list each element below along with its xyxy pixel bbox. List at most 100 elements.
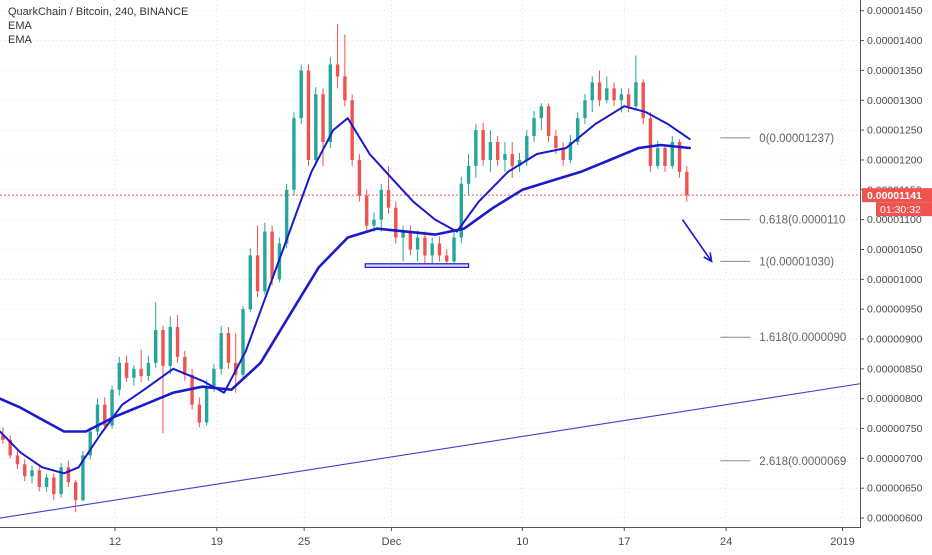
candle-up	[146, 362, 151, 377]
candle-down	[554, 136, 558, 149]
candle-up	[590, 82, 594, 101]
price-tick-label: 0.00000950	[867, 304, 923, 316]
candle-up	[263, 231, 267, 292]
price-tick-label: 0.00000750	[867, 423, 923, 435]
candle-down	[663, 148, 667, 166]
time-tick-label: Dec	[382, 536, 402, 548]
candle-down	[103, 404, 107, 426]
candle-down	[394, 207, 398, 238]
candle-down	[66, 467, 71, 483]
price-tick-label: 0.00000700	[867, 453, 923, 465]
candle-down	[648, 118, 653, 166]
candle-up	[212, 368, 216, 387]
candle-down	[350, 100, 354, 160]
chart-legend: QuarkChain / Bitcoin, 240, BINANCE EMA E…	[8, 5, 188, 47]
projection-arrow-head	[703, 252, 713, 263]
candle-up	[532, 118, 536, 137]
ema-indicator-label[interactable]: EMA	[8, 34, 32, 46]
candle-down	[161, 330, 165, 366]
price-tick-label: 0.00001450	[867, 5, 923, 17]
candle-up	[372, 219, 376, 226]
candle-up	[583, 100, 587, 119]
candle-up	[401, 231, 405, 238]
ema-slow-line	[0, 143, 692, 433]
candle-up	[81, 455, 85, 501]
candle-down	[23, 464, 27, 477]
candle-down	[546, 106, 551, 137]
candle-up	[656, 148, 660, 166]
candle-up	[154, 330, 158, 363]
candle-down	[183, 356, 187, 375]
candle-down	[124, 362, 129, 378]
candle-down	[270, 231, 274, 280]
candle-up	[415, 237, 420, 250]
candle-up	[132, 368, 136, 378]
candle-down	[408, 231, 413, 250]
candle-up	[95, 404, 100, 432]
candle-down	[73, 482, 78, 501]
projection-arrow	[681, 219, 713, 262]
price-tick-label: 0.00001350	[867, 65, 923, 77]
time-tick-label: 12	[109, 536, 121, 548]
candle-down	[495, 142, 500, 160]
candle-up	[168, 327, 172, 366]
time-tick-label: 19	[211, 536, 223, 548]
candle-up	[430, 243, 434, 256]
annotations	[364, 219, 713, 268]
candle-down	[37, 470, 41, 488]
candle-up	[88, 431, 92, 456]
candle-up	[248, 255, 252, 310]
candle-down	[335, 64, 340, 77]
candle-up	[44, 477, 49, 488]
candle-down	[437, 243, 442, 256]
candle-down	[597, 82, 602, 101]
candle-down	[626, 94, 631, 107]
symbol-title: QuarkChain / Bitcoin, 240, BINANCE	[8, 6, 189, 18]
fib-level-label: 1.618(0.0000090	[759, 332, 846, 344]
current-price-label: 0.00001141	[867, 190, 922, 202]
time-tick-label: 24	[720, 536, 732, 548]
candle-up	[110, 389, 114, 426]
candle-up	[219, 333, 223, 369]
grid	[0, 0, 860, 527]
fib-level-label: 0.618(0.0000110	[759, 215, 845, 227]
candle-down	[321, 94, 325, 143]
ema-fast-line	[0, 105, 691, 475]
candle-up	[314, 94, 318, 160]
candle-up	[459, 183, 463, 238]
candle-down	[226, 333, 231, 363]
ema-indicator-label[interactable]: EMA	[8, 20, 32, 32]
fib-levels: 0(0.00001237) 0.618(0.0000110 1(0.00001030…	[720, 133, 846, 468]
candle-down	[343, 76, 347, 101]
candle-down	[481, 130, 485, 160]
candle-up	[204, 386, 209, 423]
countdown-timer: 01:30:32	[880, 204, 921, 216]
candle-down	[612, 88, 616, 101]
candle-down	[306, 70, 311, 160]
candle-up	[474, 130, 478, 166]
trend-line	[0, 383, 861, 519]
candle-down	[139, 368, 143, 377]
candle-down	[1, 434, 5, 440]
price-tick-label: 0.00000650	[867, 483, 923, 495]
candle-down	[677, 142, 682, 172]
candle-up	[292, 118, 296, 190]
candle-up	[379, 189, 383, 220]
candle-down	[445, 255, 449, 262]
price-tick-label: 0.00001250	[867, 125, 923, 137]
candle-up	[117, 362, 122, 390]
price-tick-label: 0.00001100	[867, 214, 922, 226]
candle-down	[510, 153, 514, 166]
price-tick-label: 0.00001400	[867, 35, 923, 47]
fib-level-label: 2.618(0.0000069	[759, 456, 846, 468]
candles	[1, 23, 689, 513]
time-axis-background	[0, 527, 860, 550]
candle-up	[605, 88, 609, 101]
candle-up	[241, 309, 245, 375]
candle-down	[365, 195, 369, 226]
price-tick-label: 0.00000800	[867, 393, 923, 405]
ema-lines	[0, 105, 692, 475]
price-tick-label: 0.00000900	[867, 333, 923, 345]
